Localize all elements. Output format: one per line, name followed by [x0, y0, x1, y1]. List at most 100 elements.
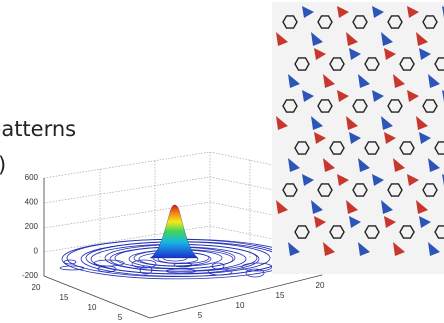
tetrahedron — [381, 32, 393, 46]
tetrahedron — [314, 48, 326, 60]
tetrahedron — [288, 158, 300, 172]
tetrahedron — [314, 132, 326, 144]
tetrahedron — [419, 132, 431, 144]
z-tick-label: 200 — [25, 222, 39, 231]
ring — [352, 99, 368, 113]
ring — [399, 57, 415, 71]
tetrahedron — [302, 174, 314, 186]
tetrahedron — [416, 116, 428, 130]
tetrahedron — [323, 158, 335, 172]
ring — [329, 225, 345, 239]
ring — [387, 15, 403, 29]
tetrahedron — [311, 200, 323, 214]
tetrahedron — [337, 90, 349, 102]
tetrahedron — [393, 74, 405, 88]
ring — [329, 57, 345, 71]
plot-axes — [43, 178, 323, 319]
ring — [422, 99, 438, 113]
crystal-structure — [276, 6, 444, 256]
z-tick-label: 600 — [25, 173, 39, 182]
ring — [387, 99, 403, 113]
y-tick-label: 15 — [60, 293, 69, 302]
contour — [139, 265, 153, 275]
ring — [352, 15, 368, 29]
tetrahedron — [349, 132, 361, 144]
contour — [93, 259, 125, 267]
tetrahedron — [428, 158, 440, 172]
tetrahedron — [393, 158, 405, 172]
ring — [329, 141, 345, 155]
tetrahedron — [337, 6, 349, 18]
ring — [364, 141, 380, 155]
ring — [282, 15, 298, 29]
tetrahedron — [337, 174, 349, 186]
ring — [282, 183, 298, 197]
tetrahedron — [311, 32, 323, 46]
contour — [59, 265, 85, 271]
tetrahedron — [311, 116, 323, 130]
ring — [317, 15, 333, 29]
tetrahedron — [419, 216, 431, 228]
tetrahedron — [407, 174, 419, 186]
ring — [317, 99, 333, 113]
tetrahedron — [416, 32, 428, 46]
ring — [294, 141, 310, 155]
ring — [352, 183, 368, 197]
tetrahedron — [302, 90, 314, 102]
tetrahedron — [358, 74, 370, 88]
contour — [173, 262, 193, 268]
z-tick-label: 400 — [25, 198, 39, 207]
tetrahedron — [384, 132, 396, 144]
ring — [294, 57, 310, 71]
ring — [422, 183, 438, 197]
ring — [422, 15, 438, 29]
tetrahedron — [288, 242, 300, 256]
y-tick-label: 10 — [88, 303, 97, 312]
y-tick-label: 5 — [118, 313, 123, 322]
tetrahedron — [323, 242, 335, 256]
tetrahedron — [407, 90, 419, 102]
tetrahedron — [314, 216, 326, 228]
contour — [165, 268, 197, 274]
tetrahedron — [349, 48, 361, 60]
tetrahedron — [349, 216, 361, 228]
tetrahedron — [393, 242, 405, 256]
tetrahedron — [346, 200, 358, 214]
tetrahedron — [358, 242, 370, 256]
ring — [434, 225, 444, 239]
tetrahedron — [276, 200, 288, 214]
tetrahedron — [302, 6, 314, 18]
ring — [434, 141, 444, 155]
tetrahedron — [416, 200, 428, 214]
tetrahedron — [428, 242, 440, 256]
ring — [364, 225, 380, 239]
slide-text: ) — [0, 153, 6, 177]
tetrahedron — [346, 116, 358, 130]
x-tick-label: 10 — [236, 301, 245, 310]
ring — [399, 225, 415, 239]
tetrahedron — [276, 32, 288, 46]
tetrahedron — [384, 216, 396, 228]
tetrahedron — [428, 74, 440, 88]
z-tick-label: -200 — [22, 271, 39, 280]
tetrahedron — [372, 174, 384, 186]
tetrahedron — [372, 90, 384, 102]
z-tick-label: 0 — [34, 247, 39, 256]
contour — [63, 259, 77, 265]
ring — [282, 99, 298, 113]
x-tick-label: 20 — [316, 281, 325, 290]
ring — [364, 57, 380, 71]
ring — [387, 183, 403, 197]
slide-text: patterns — [0, 117, 76, 141]
tetrahedron — [407, 6, 419, 18]
tetrahedron — [384, 48, 396, 60]
x-tick-label: 5 — [198, 311, 203, 320]
ring — [294, 225, 310, 239]
contour — [131, 259, 157, 269]
tetrahedron — [346, 32, 358, 46]
contour — [245, 268, 265, 278]
surface-peak — [149, 204, 199, 259]
tetrahedron — [372, 6, 384, 18]
